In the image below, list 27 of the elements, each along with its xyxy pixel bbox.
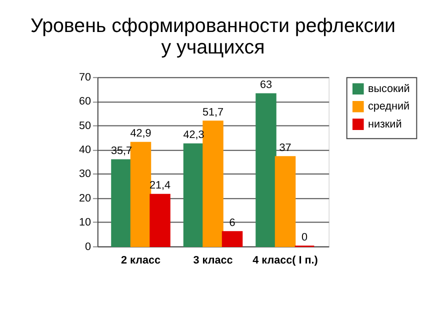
y-tick-label: 60 <box>78 96 92 108</box>
chart-title: Уровень сформированности рефлексии у учащихся <box>30 14 396 58</box>
y-tick-label: 40 <box>78 144 92 156</box>
data-label: 51,7 <box>202 106 224 118</box>
y-tick-label: 10 <box>78 216 92 229</box>
data-label: 63 <box>260 79 272 92</box>
legend-label: средний <box>368 100 410 113</box>
x-tick-label: 2 класс <box>121 254 160 267</box>
bar <box>183 143 204 248</box>
bar <box>274 156 296 248</box>
y-tick-label: 30 <box>78 168 92 180</box>
legend-label: высокий <box>368 82 410 95</box>
bar <box>256 93 276 248</box>
data-label: 42,9 <box>130 128 152 140</box>
bar <box>111 159 132 248</box>
y-tick-label: 50 <box>78 120 92 132</box>
x-tick-label: 4 класс( I п.) <box>252 254 318 267</box>
bar <box>222 231 243 248</box>
data-label: 0 <box>302 231 308 244</box>
legend-label: низкий <box>368 118 402 130</box>
y-tick-label: 20 <box>78 192 92 204</box>
y-tick-label: 70 <box>78 72 92 84</box>
bar <box>202 120 224 248</box>
x-tick-label: 3 класс <box>193 254 233 267</box>
bar <box>130 142 152 248</box>
y-tick-label: 0 <box>84 240 92 253</box>
bar <box>150 194 170 248</box>
